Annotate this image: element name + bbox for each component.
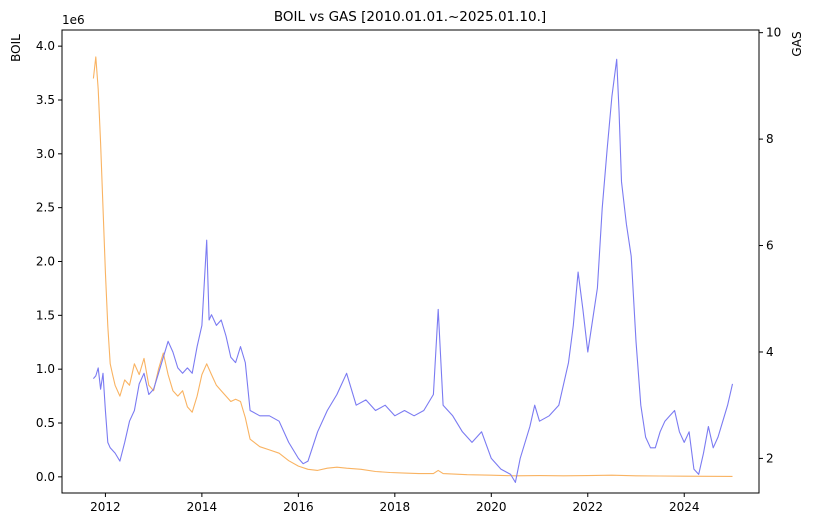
right-tick-label: 8 [766,132,774,146]
x-tick-label: 2012 [90,500,121,514]
left-tick-label: 2.0 [36,255,55,269]
right-tick-label: 4 [766,345,774,359]
left-tick-label: 2.5 [36,201,55,215]
x-tick-label: 2020 [476,500,507,514]
x-axis: 2012 2014 2016 2018 2020 2022 2024 [90,493,700,514]
x-tick-label: 2018 [380,500,411,514]
right-tick-label: 6 [766,239,774,253]
left-tick-label: 0.5 [36,416,55,430]
left-tick-label: 1.5 [36,308,55,322]
right-tick-label: 10 [766,26,781,40]
right-tick-label: 2 [766,451,774,465]
gas-series-line [92,58,734,483]
left-tick-label: 0.0 [36,470,55,484]
left-axis-multiplier: 1e6 [62,13,85,27]
x-tick-label: 2016 [283,500,314,514]
right-y-axis: 2 4 6 8 10 [759,26,781,465]
left-tick-label: 3.5 [36,93,55,107]
left-tick-label: 1.0 [36,362,55,376]
left-y-axis: 0.0 0.5 1.0 1.5 2.0 2.5 3.0 3.5 4.0 [36,39,62,484]
chart-title: BOIL vs GAS [2010.01.01.~2025.01.10.] [274,9,546,25]
right-axis-label: GAS [790,31,804,56]
series-layer [92,56,734,483]
x-tick-label: 2022 [572,500,603,514]
left-axis-label: BOIL [9,34,23,62]
boil-series-line [92,56,733,477]
left-tick-label: 4.0 [36,39,55,53]
x-tick-label: 2014 [187,500,218,514]
plot-area [61,29,760,494]
x-tick-label: 2024 [669,500,700,514]
left-tick-label: 3.0 [36,147,55,161]
